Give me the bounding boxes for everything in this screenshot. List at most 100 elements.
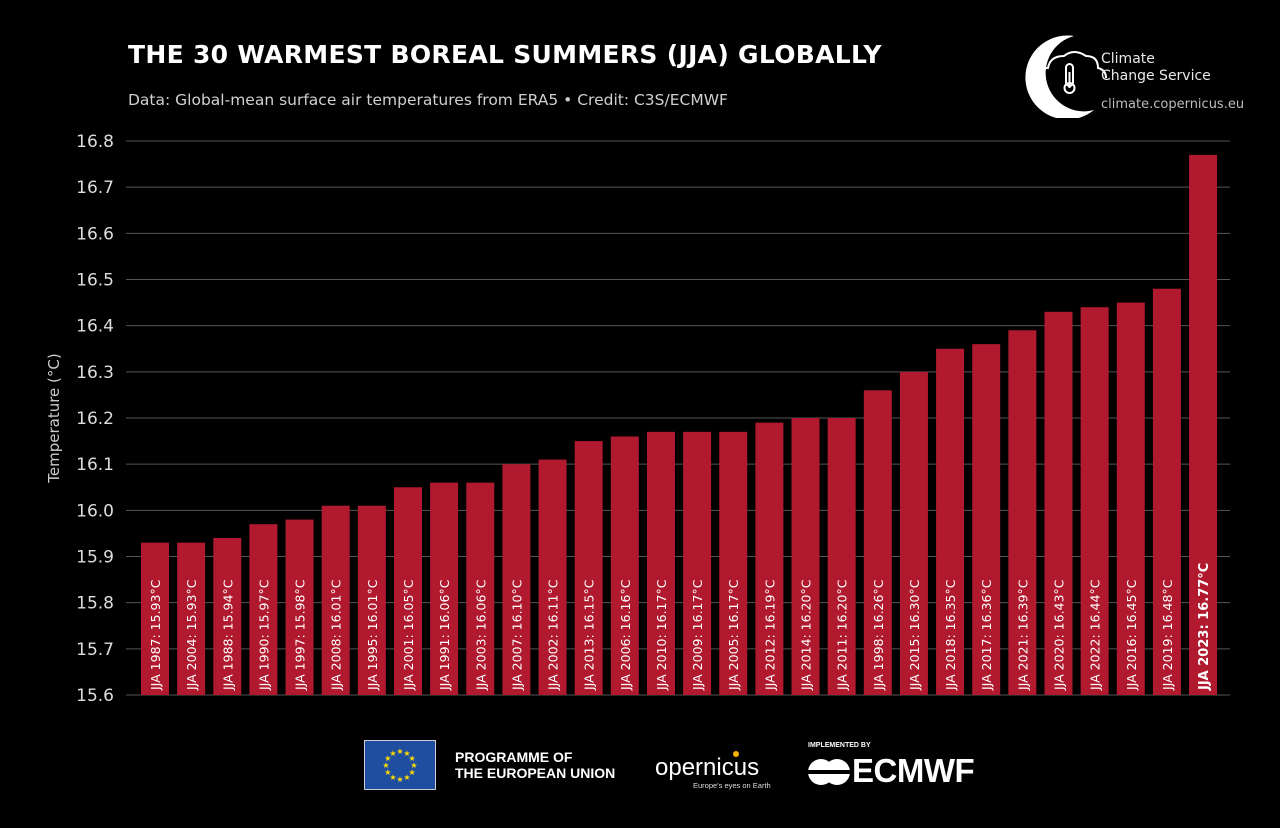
bar — [177, 542, 206, 695]
bar-data-label: JJA 2016: 16.45°C — [1124, 579, 1139, 691]
bar — [574, 441, 603, 695]
bar-data-label: JJA 2020: 16.43°C — [1052, 579, 1067, 691]
y-tick-label: 15.7 — [76, 640, 114, 660]
y-tick-label: 15.8 — [76, 594, 114, 614]
bar-data-label: JJA 2017: 16.36°C — [979, 579, 994, 691]
bar — [141, 542, 169, 695]
bar — [755, 422, 784, 695]
eu-star-icon: ★ — [410, 761, 417, 770]
copernicus-logo-icon — [646, 744, 739, 792]
bar — [863, 390, 892, 695]
bar-data-label: JJA 1988: 15.94°C — [220, 579, 235, 691]
bar — [936, 348, 965, 695]
y-tick-label: 16.1 — [76, 455, 114, 475]
bar — [357, 505, 386, 695]
bar — [610, 436, 639, 695]
eu-line2: THE EUROPEAN UNION — [455, 765, 616, 781]
bar-data-label: JJA 2009: 16.17°C — [690, 579, 705, 691]
eu-line1: PROGRAMME OF — [455, 749, 573, 765]
bar-data-label: JJA 2023: 16.77°C — [1197, 563, 1212, 691]
bar-data-label: JJA 2006: 16.16°C — [618, 579, 633, 691]
implemented-by-label: IMPLEMENTED BY — [808, 742, 871, 749]
bar-data-label: JJA 1997: 15.98°C — [293, 579, 308, 691]
eu-star-icon: ★ — [389, 773, 396, 782]
y-tick-label: 16.3 — [76, 363, 114, 383]
y-tick-label: 15.9 — [76, 548, 114, 568]
chart-title: THE 30 WARMEST BOREAL SUMMERS (JJA) GLOB… — [128, 40, 882, 69]
bar — [1152, 288, 1181, 695]
bar-data-label: JJA 1990: 15.97°C — [256, 579, 271, 691]
bar-data-label: JJA 2001: 16.05°C — [401, 579, 416, 691]
y-tick-label: 16.8 — [76, 132, 114, 152]
bar-data-label: JJA 2010: 16.17°C — [654, 579, 669, 691]
eu-star-icon: ★ — [382, 761, 389, 770]
bar — [791, 418, 820, 695]
bar — [321, 505, 350, 695]
y-tick-label: 16.6 — [76, 224, 114, 244]
bar — [249, 524, 278, 695]
bar-data-label: JJA 2005: 16.17°C — [726, 579, 741, 691]
eu-star-icon: ★ — [403, 749, 410, 758]
bar — [1044, 311, 1073, 695]
y-axis-label: Temperature (°C) — [45, 353, 63, 483]
bar — [899, 371, 928, 695]
bar-data-label: JJA 2011: 16.20°C — [835, 579, 850, 691]
bar-data-label: JJA 1995: 16.01°C — [365, 579, 380, 691]
bar — [646, 431, 675, 695]
bar-data-label: JJA 2019: 16.48°C — [1160, 579, 1175, 691]
eu-flag-icon: ★ ★★★★★★★★★★★ — [364, 740, 436, 790]
logo-name-line1: Climate — [1101, 51, 1155, 67]
bar-data-label: JJA 1991: 16.06°C — [437, 579, 452, 691]
bar — [1080, 307, 1109, 695]
bar — [719, 431, 748, 695]
bar — [502, 464, 531, 695]
bar — [683, 431, 712, 695]
y-tick-label: 16.5 — [76, 271, 114, 291]
y-tick-label: 16.4 — [76, 317, 114, 337]
bar-data-label: JJA 1987: 15.93°C — [148, 579, 163, 691]
bar-data-label: JJA 2014: 16.20°C — [799, 579, 814, 691]
y-tick-label: 15.6 — [76, 686, 114, 706]
eu-star-icon: ★ — [396, 747, 403, 756]
ecmwf-wordmark: ECMWF — [852, 752, 975, 789]
eu-star-icon: ★ — [403, 773, 410, 782]
bar — [1116, 302, 1145, 695]
y-tick-label: 16.2 — [76, 409, 114, 429]
eu-star-icon: ★ — [384, 768, 391, 777]
ecmwf-logo-icon — [808, 759, 850, 785]
bar-data-label: JJA 2022: 16.44°C — [1088, 579, 1103, 691]
logo-name: Climate Change Service — [1101, 51, 1211, 85]
bar — [430, 482, 459, 695]
bar-data-label: JJA 2003: 16.06°C — [473, 579, 488, 691]
bar-data-label: JJA 2004: 15.93°C — [184, 579, 199, 691]
y-tick-label: 16.0 — [76, 501, 114, 521]
bar — [538, 459, 567, 695]
chart-subtitle: Data: Global-mean surface air temperatur… — [128, 91, 728, 109]
bar — [393, 487, 422, 695]
logo-name-line2: Change Service — [1101, 68, 1211, 84]
eu-star-icon: ★ — [384, 754, 391, 763]
bar — [213, 538, 242, 695]
climate-change-service-logo-icon — [1025, 35, 1107, 118]
bar-data-label: JJA 2021: 16.39°C — [1015, 579, 1030, 691]
bar-data-label: JJA 2008: 16.01°C — [329, 579, 344, 691]
eu-star-icon: ★ — [409, 768, 416, 777]
bar — [466, 482, 495, 695]
bar-data-label: JJA 2013: 16.15°C — [582, 579, 597, 691]
bar-data-label: JJA 2002: 16.11°C — [546, 579, 561, 691]
bar — [972, 344, 1001, 695]
copernicus-wordmark: opernicus — [655, 754, 760, 781]
bar-data-label: JJA 2007: 16.10°C — [509, 579, 524, 691]
bar — [827, 418, 856, 695]
eu-programme-text: PROGRAMME OF THE EUROPEAN UNION — [455, 749, 615, 781]
bar — [285, 519, 314, 695]
bar-data-label: JJA 2015: 16.30°C — [907, 579, 922, 691]
eu-star-icon: ★ — [396, 775, 403, 784]
eu-star-icon: ★ — [409, 754, 416, 763]
y-tick-label: 16.7 — [76, 178, 114, 198]
bar-data-label: JJA 1998: 16.26°C — [871, 579, 886, 691]
bar — [1189, 154, 1218, 696]
bar-data-label: JJA 2012: 16.19°C — [762, 579, 777, 691]
copernicus-tagline: Europe's eyes on Earth — [693, 781, 771, 790]
